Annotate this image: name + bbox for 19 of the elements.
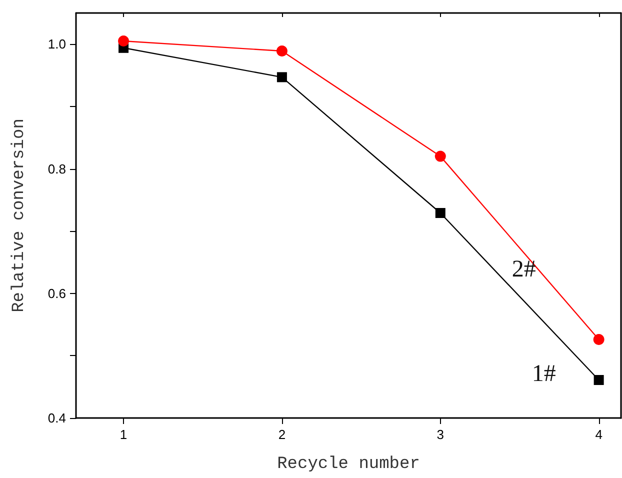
x-tick-label: 1	[120, 427, 128, 442]
point	[593, 334, 604, 345]
y-tick-label: 0.6	[48, 286, 66, 301]
x-tick-label: 2	[278, 427, 286, 442]
series-label: 1#	[532, 360, 556, 387]
point	[435, 208, 446, 218]
point	[276, 72, 287, 82]
point	[276, 46, 288, 57]
y-axis-title: Relative conversion	[10, 118, 29, 312]
x-tick-label: 4	[595, 427, 602, 442]
x-tick-label: 3	[436, 427, 444, 442]
point	[594, 374, 604, 385]
series-label: 2#	[512, 256, 536, 282]
x-axis-title: Recycle number	[277, 455, 420, 474]
point	[118, 36, 130, 47]
y-tick-label: 1.0	[48, 36, 66, 52]
y-tick-label: 0.4	[48, 410, 66, 426]
y-tick-label: 0.8	[48, 161, 66, 176]
point	[434, 150, 446, 162]
